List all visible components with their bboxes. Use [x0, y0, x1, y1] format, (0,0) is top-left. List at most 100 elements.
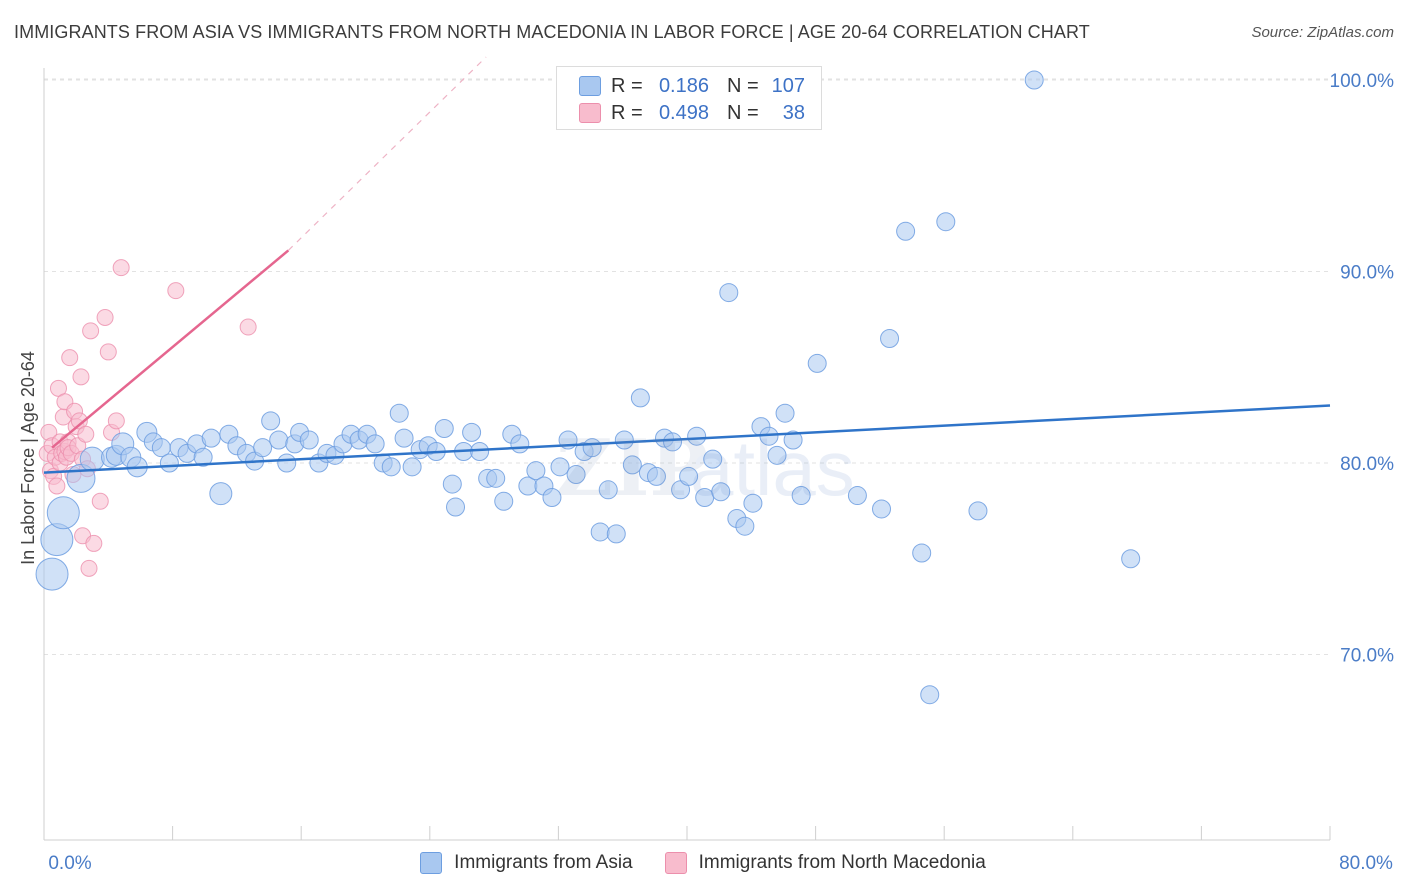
asia-point — [446, 497, 466, 517]
asia-point — [912, 543, 932, 563]
macedonia-points — [38, 259, 257, 577]
asia-point — [767, 445, 787, 465]
asia-point — [1121, 549, 1141, 569]
watermark-zip: ZIP — [556, 423, 708, 514]
asia-point — [35, 557, 69, 591]
asia-points — [35, 70, 1141, 705]
macedonia-r-value: 0.498 — [658, 101, 709, 124]
asia-point — [494, 491, 514, 511]
asia-point — [1024, 70, 1044, 90]
legend-swatch-macedonia — [664, 852, 687, 874]
asia-point — [389, 403, 409, 423]
asia-point — [606, 524, 626, 544]
y-tick-label: 80.0% — [1340, 454, 1394, 475]
asia-r-label: R = — [611, 74, 643, 97]
watermark: ZIP atlas — [556, 423, 855, 514]
asia-point — [550, 457, 570, 477]
asia-point — [920, 685, 940, 705]
asia-n-label: N = — [727, 74, 759, 97]
y-tick-labels: 70.0% 80.0% 90.0% 100.0% — [1330, 71, 1395, 667]
asia-point — [719, 283, 739, 303]
asia-point — [394, 428, 414, 448]
asia-point — [79, 446, 105, 472]
macedonia-point — [80, 559, 98, 577]
asia-point — [847, 486, 867, 506]
asia-r-value: 0.186 — [658, 74, 709, 97]
asia-point — [936, 212, 956, 232]
macedonia-r-label: R = — [611, 101, 643, 124]
macedonia-n-value: 38 — [782, 101, 805, 124]
asia-point — [269, 430, 289, 450]
asia-point — [630, 388, 650, 408]
macedonia-point — [72, 368, 90, 386]
asia-point — [462, 422, 482, 442]
asia-point — [381, 457, 401, 477]
asia-point — [253, 438, 273, 458]
asia-point — [743, 493, 763, 513]
legend-label-macedonia: Immigrants from North Macedonia — [698, 852, 986, 873]
asia-trend-line — [43, 404, 1331, 474]
macedonia-point — [85, 534, 103, 552]
asia-point — [598, 480, 618, 500]
asia-point — [711, 482, 731, 502]
macedonia-n-label: N = — [727, 101, 759, 124]
y-tick-label: 100.0% — [1330, 71, 1395, 92]
macedonia-trend-line — [51, 249, 290, 449]
asia-point — [880, 329, 900, 349]
y-tick-label: 70.0% — [1340, 646, 1394, 667]
x-tick-label-max: 80.0% — [1339, 853, 1393, 874]
macedonia-trend-extension — [287, 56, 487, 251]
asia-point — [299, 430, 319, 450]
macedonia-point — [82, 322, 100, 340]
asia-point — [442, 474, 462, 494]
asia-n-value: 107 — [771, 74, 805, 97]
macedonia-point — [96, 308, 114, 326]
asia-point — [687, 426, 707, 446]
asia-point — [872, 499, 892, 519]
asia-point — [261, 411, 281, 431]
legend-row-asia: R = 0.186 N = 107 — [579, 73, 805, 99]
asia-point — [209, 482, 233, 506]
asia-point — [470, 442, 490, 462]
macedonia-point — [48, 477, 66, 495]
asia-point — [622, 455, 642, 475]
asia-point — [510, 434, 530, 454]
trend-lines — [43, 56, 1331, 474]
macedonia-point — [239, 318, 257, 336]
legend-label-asia: Immigrants from Asia — [454, 852, 633, 873]
asia-point — [646, 466, 666, 486]
asia-point — [566, 464, 586, 484]
macedonia-swatch — [579, 103, 601, 123]
asia-point — [46, 496, 80, 530]
asia-point — [968, 501, 988, 521]
asia-swatch — [579, 76, 601, 96]
asia-point — [193, 447, 213, 467]
asia-point — [775, 403, 795, 423]
macedonia-point — [112, 259, 130, 277]
series-legend: Immigrants from Asia Immigrants from Nor… — [0, 852, 1406, 874]
y-tick-label: 90.0% — [1340, 263, 1394, 284]
legend-item-macedonia: Immigrants from North Macedonia — [664, 852, 986, 874]
macedonia-point — [107, 412, 125, 430]
x-ticks — [43, 826, 1331, 840]
macedonia-point — [77, 425, 95, 443]
asia-point — [277, 453, 297, 473]
macedonia-point — [61, 349, 79, 367]
asia-point — [434, 419, 454, 439]
legend-row-macedonia: R = 0.498 N = 38 — [579, 100, 805, 126]
chart-title: IMMIGRANTS FROM ASIA VS IMMIGRANTS FROM … — [14, 22, 1090, 42]
asia-point — [735, 516, 755, 536]
asia-point — [791, 486, 811, 506]
gridlines — [44, 78, 1330, 655]
asia-point — [614, 430, 634, 450]
asia-point — [679, 466, 699, 486]
asia-point — [201, 428, 221, 448]
asia-point — [896, 221, 916, 241]
asia-point — [365, 434, 385, 454]
asia-point — [783, 430, 803, 450]
legend-item-asia: Immigrants from Asia — [420, 852, 633, 874]
asia-point — [542, 487, 562, 507]
asia-point — [807, 353, 827, 373]
source-label: Source: ZipAtlas.com — [1251, 24, 1394, 41]
